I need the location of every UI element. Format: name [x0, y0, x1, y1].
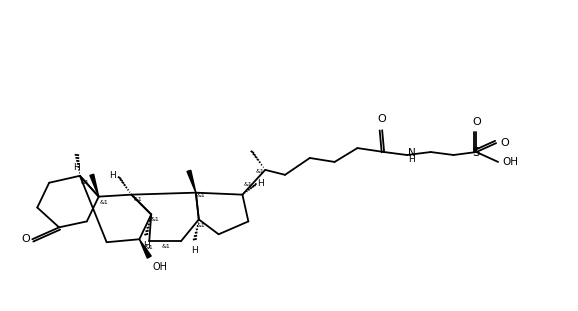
Text: H: H	[408, 156, 414, 165]
Text: O: O	[21, 234, 29, 244]
Text: H: H	[143, 241, 150, 250]
Text: OH: OH	[152, 262, 167, 272]
Text: OH: OH	[502, 157, 518, 167]
Text: &1: &1	[197, 223, 205, 228]
Text: O: O	[472, 117, 481, 127]
Text: &1: &1	[151, 217, 160, 222]
Polygon shape	[139, 239, 151, 258]
Text: H: H	[109, 171, 116, 180]
Text: &1: &1	[134, 197, 143, 202]
Polygon shape	[90, 174, 99, 197]
Text: &1: &1	[99, 200, 108, 205]
Text: &1: &1	[162, 244, 171, 249]
Text: O: O	[500, 138, 509, 148]
Text: S: S	[473, 146, 480, 159]
Text: H: H	[191, 246, 198, 255]
Text: H: H	[73, 163, 80, 172]
Text: &1: &1	[197, 193, 205, 198]
Text: &1: &1	[256, 169, 265, 174]
Text: H: H	[257, 179, 264, 188]
Text: O: O	[378, 114, 387, 124]
Text: &1: &1	[80, 180, 89, 185]
Text: &1: &1	[244, 182, 253, 187]
Text: N: N	[408, 148, 416, 158]
Text: &1: &1	[145, 245, 154, 250]
Polygon shape	[187, 170, 196, 193]
